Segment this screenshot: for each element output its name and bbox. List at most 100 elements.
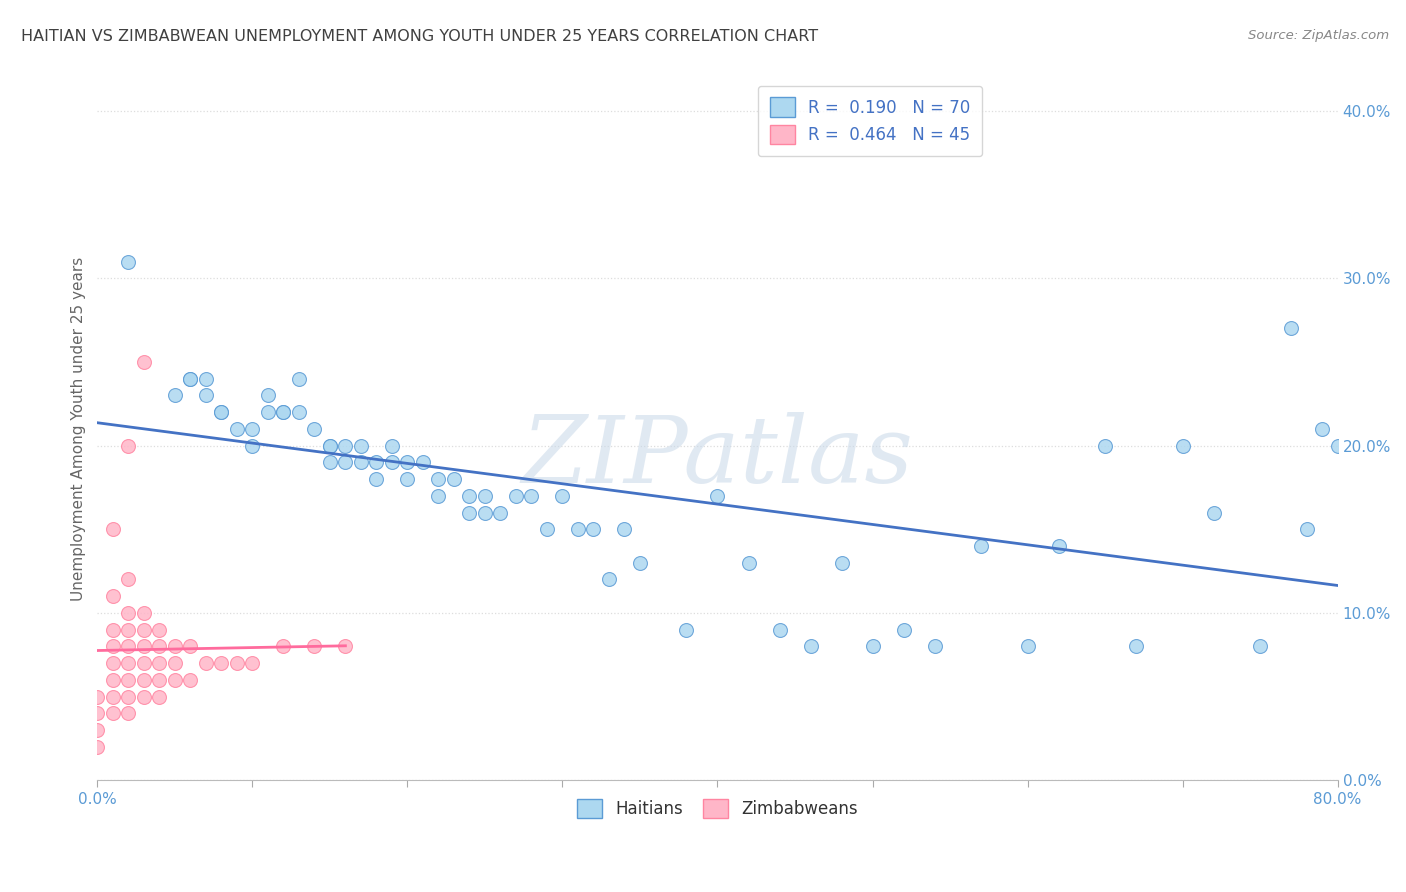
Point [381, 455, 404, 469]
Point [396, 472, 419, 486]
Point [179, 372, 201, 386]
Point [1047, 539, 1070, 553]
Point [117, 573, 139, 587]
Point [101, 589, 124, 603]
Point [117, 623, 139, 637]
Point [893, 623, 915, 637]
Point [163, 640, 186, 654]
Point [567, 522, 589, 536]
Point [536, 522, 558, 536]
Point [412, 455, 434, 469]
Point [551, 489, 574, 503]
Point [148, 690, 170, 704]
Point [427, 472, 450, 486]
Point [443, 472, 465, 486]
Point [288, 372, 311, 386]
Point [209, 405, 232, 419]
Text: ZIPatlas: ZIPatlas [522, 412, 914, 502]
Point [194, 388, 217, 402]
Point [1202, 506, 1225, 520]
Point [117, 706, 139, 721]
Point [257, 405, 280, 419]
Point [132, 640, 155, 654]
Point [366, 472, 388, 486]
Point [582, 522, 605, 536]
Point [101, 706, 124, 721]
Point [288, 405, 311, 419]
Point [458, 506, 481, 520]
Point [924, 640, 946, 654]
Point [117, 439, 139, 453]
Point [1326, 439, 1348, 453]
Point [101, 673, 124, 687]
Point [427, 489, 450, 503]
Point [598, 573, 620, 587]
Point [132, 355, 155, 369]
Point [366, 455, 388, 469]
Point [1310, 422, 1333, 436]
Point [148, 656, 170, 670]
Point [613, 522, 636, 536]
Point [520, 489, 543, 503]
Point [86, 706, 108, 721]
Point [335, 640, 357, 654]
Point [1094, 439, 1116, 453]
Point [209, 405, 232, 419]
Point [242, 439, 264, 453]
Point [101, 640, 124, 654]
Point [799, 640, 821, 654]
Point [101, 522, 124, 536]
Point [304, 422, 326, 436]
Point [117, 656, 139, 670]
Point [831, 556, 853, 570]
Point [862, 640, 884, 654]
Legend: Haitians, Zimbabweans: Haitians, Zimbabweans [571, 792, 865, 825]
Point [970, 539, 993, 553]
Y-axis label: Unemployment Among Youth under 25 years: Unemployment Among Youth under 25 years [72, 257, 86, 601]
Point [474, 489, 496, 503]
Point [101, 623, 124, 637]
Point [304, 640, 326, 654]
Point [132, 623, 155, 637]
Point [706, 489, 728, 503]
Point [225, 422, 247, 436]
Point [335, 455, 357, 469]
Point [148, 673, 170, 687]
Point [86, 723, 108, 737]
Point [163, 388, 186, 402]
Point [179, 673, 201, 687]
Point [1171, 439, 1194, 453]
Point [335, 439, 357, 453]
Point [1279, 321, 1302, 335]
Point [350, 439, 373, 453]
Text: Source: ZipAtlas.com: Source: ZipAtlas.com [1249, 29, 1389, 42]
Point [505, 489, 527, 503]
Point [458, 489, 481, 503]
Point [273, 640, 295, 654]
Point [209, 656, 232, 670]
Point [86, 739, 108, 754]
Point [273, 405, 295, 419]
Point [132, 656, 155, 670]
Point [768, 623, 790, 637]
Point [194, 656, 217, 670]
Point [319, 439, 342, 453]
Point [117, 254, 139, 268]
Point [194, 372, 217, 386]
Point [163, 656, 186, 670]
Point [101, 690, 124, 704]
Text: HAITIAN VS ZIMBABWEAN UNEMPLOYMENT AMONG YOUTH UNDER 25 YEARS CORRELATION CHART: HAITIAN VS ZIMBABWEAN UNEMPLOYMENT AMONG… [21, 29, 818, 44]
Point [179, 640, 201, 654]
Point [350, 455, 373, 469]
Point [381, 439, 404, 453]
Point [1295, 522, 1317, 536]
Point [117, 606, 139, 620]
Point [225, 656, 247, 670]
Point [117, 673, 139, 687]
Point [242, 656, 264, 670]
Point [737, 556, 759, 570]
Point [86, 690, 108, 704]
Point [132, 690, 155, 704]
Point [148, 623, 170, 637]
Point [319, 455, 342, 469]
